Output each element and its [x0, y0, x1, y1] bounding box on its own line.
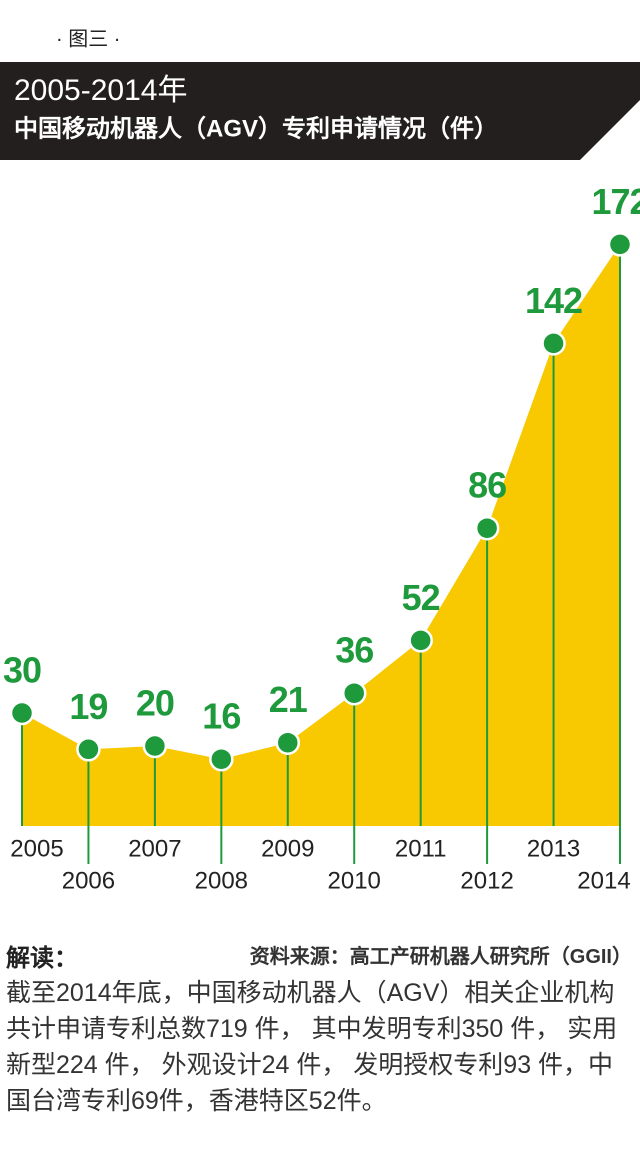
- x-tick-label: 2014: [577, 867, 630, 894]
- point: [76, 737, 101, 762]
- value-label: 30: [3, 650, 41, 691]
- x-tick-label: 2008: [195, 867, 248, 894]
- x-tick-label: 2009: [261, 835, 314, 862]
- chart: · 图三 · 2005-2014年 中国移动机器人（AGV）专利申请情况（件） …: [0, 28, 640, 894]
- figure-label: · 图三 ·: [56, 28, 120, 50]
- chart-subtitle: 中国移动机器人（AGV）专利申请情况（件）: [14, 114, 498, 142]
- x-tick-label: 2005: [10, 835, 63, 862]
- value-label: 172: [591, 181, 640, 222]
- value-label: 52: [402, 577, 440, 618]
- notes-body: 截至2014年底，中国移动机器人（AGV）相关企业机构共计申请专利总数719 件…: [6, 979, 618, 1115]
- point: [209, 746, 234, 772]
- x-tick-label: 2013: [527, 835, 580, 862]
- x-tick-label: 2012: [460, 867, 513, 894]
- title-banner: [0, 62, 640, 160]
- point: [408, 628, 433, 653]
- value-label: 36: [335, 630, 373, 671]
- x-tick-label: 2007: [128, 835, 181, 862]
- value-label: 86: [468, 465, 506, 506]
- x-tick-label: 2010: [328, 867, 381, 894]
- point: [341, 680, 367, 706]
- notes-source: 资料来源：高工产研机器人研究所（GGII）: [249, 946, 632, 968]
- point: [275, 730, 301, 755]
- area: [22, 244, 620, 826]
- chart-title: 2005-2014年: [14, 74, 187, 107]
- point: [9, 700, 35, 726]
- x-tick-label: 2006: [62, 867, 115, 894]
- value-label: 16: [202, 696, 240, 737]
- point: [474, 515, 500, 541]
- value-label: 21: [269, 679, 308, 720]
- point: [541, 331, 566, 356]
- value-label: 20: [136, 683, 174, 724]
- plot: 30 2005 19 2006 20 2007 16 2008 21 2009 36 2010 52 20…: [3, 181, 640, 894]
- value-label: 142: [525, 280, 582, 321]
- point: [607, 232, 633, 257]
- notes-heading: 解读：: [6, 945, 78, 972]
- point: [142, 733, 168, 759]
- value-label: 19: [69, 686, 107, 727]
- x-tick-label: 2011: [395, 835, 447, 862]
